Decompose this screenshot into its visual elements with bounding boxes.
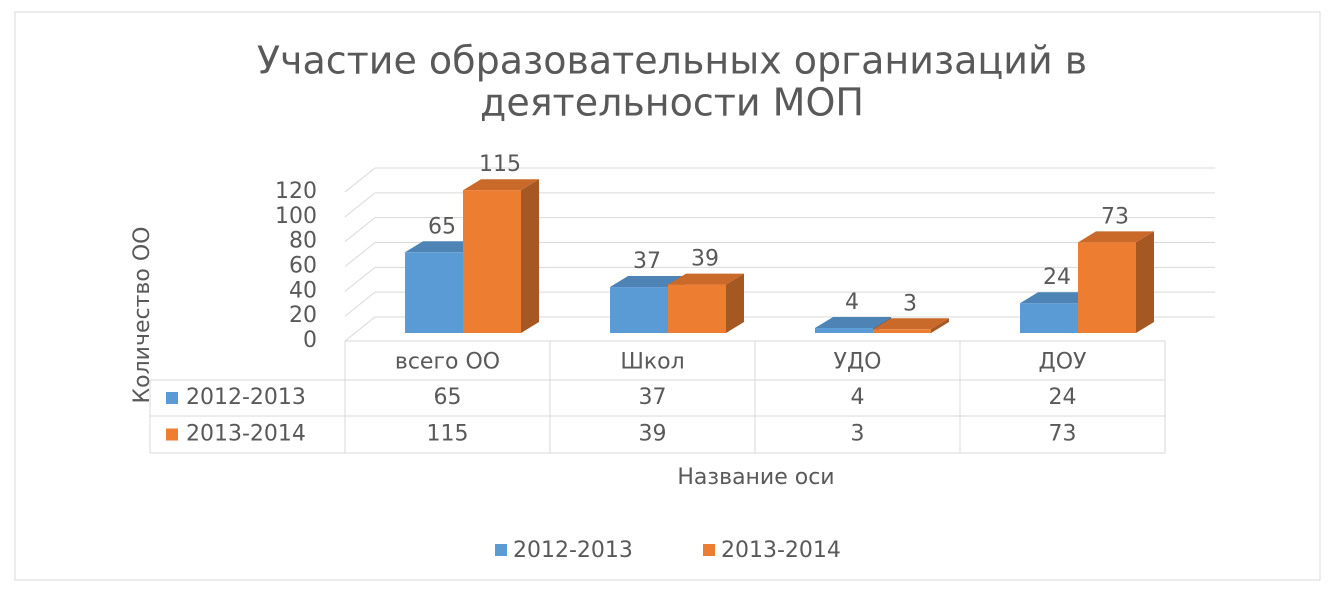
bar-front xyxy=(405,252,463,333)
table-row-header: 2013-2014 xyxy=(186,422,306,447)
bar-side xyxy=(1136,231,1154,333)
bar-side xyxy=(726,273,744,333)
y-tick-label: 100 xyxy=(275,204,317,229)
table-cell: 65 xyxy=(434,385,462,410)
table-cell: 115 xyxy=(427,422,469,447)
table-legend-key xyxy=(166,392,178,404)
bar-front xyxy=(463,190,521,333)
data-label: 4 xyxy=(845,290,859,315)
bar xyxy=(463,179,539,333)
bar xyxy=(1078,231,1154,333)
table-cell: 24 xyxy=(1049,385,1077,410)
y-tick-label: 60 xyxy=(289,254,317,279)
bar-front xyxy=(1020,303,1078,333)
grid-line xyxy=(344,291,1215,317)
x-tick-label: всего ОО xyxy=(395,350,500,375)
bar-top xyxy=(405,241,481,253)
y-tick-label: 20 xyxy=(289,303,317,328)
legend-label: 2013-2014 xyxy=(721,538,841,563)
bar-top xyxy=(815,317,891,329)
data-label: 39 xyxy=(691,247,719,272)
table-legend-key xyxy=(166,428,178,441)
legend-key xyxy=(703,544,715,556)
y-tick-label: 0 xyxy=(303,328,317,353)
bar-side xyxy=(931,318,949,333)
data-label: 24 xyxy=(1043,265,1071,290)
x-axis-title: Название оси xyxy=(677,465,834,490)
grid-line xyxy=(344,316,1215,342)
data-label: 115 xyxy=(479,152,521,177)
bar-top xyxy=(1020,292,1096,304)
bar-front xyxy=(610,287,668,333)
bar-top xyxy=(1078,231,1154,243)
x-tick-label: ДОУ xyxy=(1039,350,1088,375)
table-cell: 73 xyxy=(1049,422,1077,447)
bar-top xyxy=(463,179,539,191)
bar-top xyxy=(873,318,949,330)
data-label: 65 xyxy=(428,214,456,239)
bar-top xyxy=(610,276,686,288)
table-cell: 3 xyxy=(851,422,865,447)
bar-side xyxy=(521,179,539,333)
bar-top xyxy=(668,273,744,285)
bar-front xyxy=(815,328,873,333)
table-cell: 4 xyxy=(851,385,865,410)
bar xyxy=(873,318,949,333)
table-cell: 39 xyxy=(639,422,667,447)
table-cell: 37 xyxy=(639,385,667,410)
y-tick-label: 40 xyxy=(289,278,317,303)
bar-front xyxy=(873,329,931,333)
x-tick-label: Школ xyxy=(620,350,684,375)
legend-key xyxy=(495,544,507,556)
legend-label: 2012-2013 xyxy=(513,538,633,563)
data-label: 3 xyxy=(903,291,917,316)
grid-line xyxy=(344,242,1215,267)
grid-line xyxy=(344,192,1215,218)
table-row-header: 2012-2013 xyxy=(186,385,306,410)
bar-front xyxy=(668,284,726,333)
y-axis-title: Количество ОО xyxy=(130,227,155,404)
y-tick-label: 80 xyxy=(289,229,317,254)
grid-line xyxy=(344,266,1215,292)
bar-front xyxy=(1078,242,1136,333)
data-label: 37 xyxy=(633,249,661,274)
bar xyxy=(668,273,744,333)
y-tick-label: 120 xyxy=(275,179,317,204)
data-label: 73 xyxy=(1101,204,1129,229)
x-tick-label: УДО xyxy=(834,350,882,375)
grid-line xyxy=(344,217,1215,243)
chart-title: деятельности МОП xyxy=(480,81,864,125)
grid-line xyxy=(344,167,1215,193)
chart-title: Участие образовательных организаций в xyxy=(257,39,1087,83)
